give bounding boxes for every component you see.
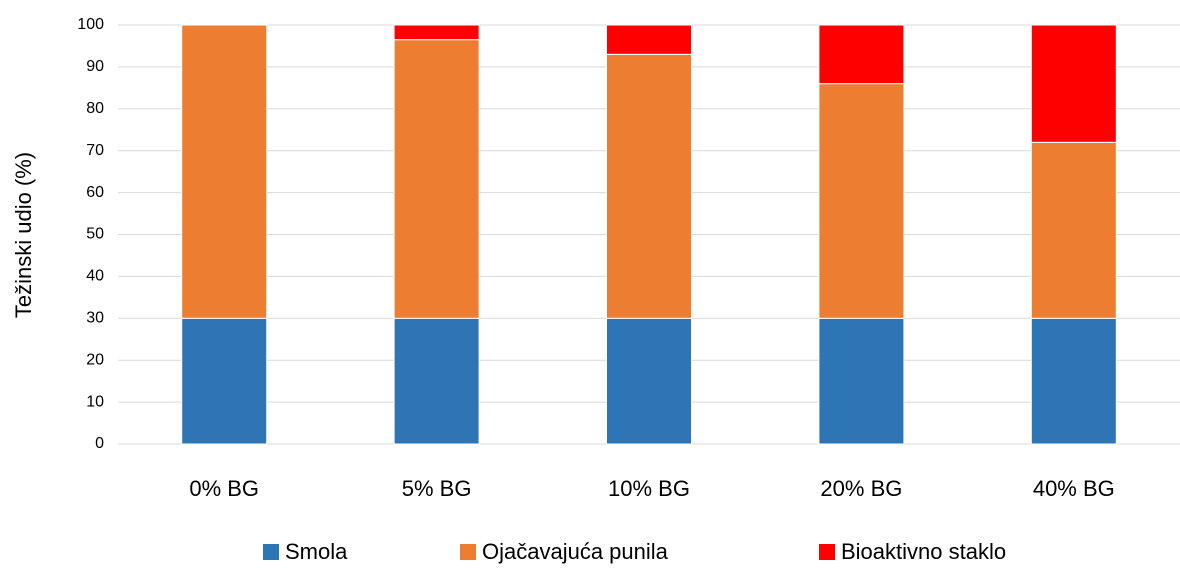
legend-swatch <box>819 544 835 560</box>
y-tick-label: 80 <box>86 100 104 117</box>
legend-label: Smola <box>285 539 348 564</box>
bar-segment <box>818 24 905 85</box>
y-tick-label: 10 <box>86 393 104 410</box>
y-tick-label: 100 <box>77 16 104 33</box>
x-tick-label: 20% BG <box>820 476 902 501</box>
bar-segment <box>606 317 692 445</box>
bar-segment <box>606 53 692 319</box>
bar-segment <box>1030 141 1117 319</box>
bar-segment <box>181 317 268 445</box>
y-tick-label: 0 <box>95 435 104 452</box>
bar-segment <box>1030 24 1117 143</box>
legend-label: Ojačavajuća punila <box>482 539 669 564</box>
bar-segment <box>393 24 480 41</box>
bar-segment <box>393 39 480 319</box>
legend-swatch <box>460 544 476 560</box>
bar-segment <box>1030 317 1117 445</box>
y-tick-label: 90 <box>86 58 104 75</box>
legend-label: Bioaktivno staklo <box>841 539 1006 564</box>
bar-segment <box>181 24 268 319</box>
x-tick-label: 40% BG <box>1033 476 1115 501</box>
y-tick-label: 60 <box>86 184 104 201</box>
y-axis-label: Težinski udio (%) <box>11 152 36 318</box>
y-tick-label: 30 <box>86 310 104 327</box>
y-tick-label: 50 <box>86 226 104 243</box>
y-tick-label: 40 <box>86 268 104 285</box>
y-tick-label: 70 <box>86 142 104 159</box>
bar-segment <box>393 317 480 445</box>
bar-segment <box>606 24 692 55</box>
bar-segment <box>818 317 905 445</box>
x-tick-label: 5% BG <box>402 476 472 501</box>
bar-segment <box>818 83 905 319</box>
y-tick-label: 20 <box>86 351 104 368</box>
x-tick-label: 10% BG <box>608 476 690 501</box>
legend-swatch <box>263 544 279 560</box>
x-tick-label: 0% BG <box>189 476 259 501</box>
